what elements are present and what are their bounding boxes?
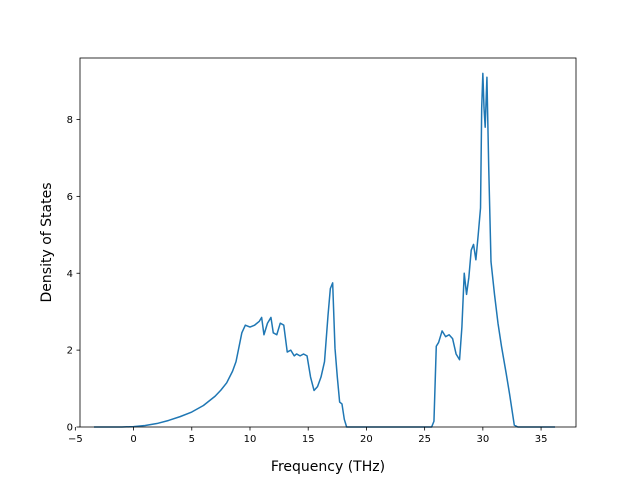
x-tick-label: 5 [189, 434, 195, 445]
y-tick-label: 2 [67, 346, 73, 357]
y-axis-title: Density of States [39, 183, 55, 303]
x-tick-label: 15 [302, 434, 315, 445]
y-tick-label: 4 [67, 269, 73, 280]
x-tick-label: 20 [360, 434, 373, 445]
y-tick-label: 0 [67, 423, 73, 434]
x-tick-label: 25 [418, 434, 431, 445]
x-tick-label: −5 [68, 434, 83, 445]
series-line-0 [93, 72, 556, 428]
y-tick-label: 6 [67, 192, 73, 203]
plot-frame [79, 57, 577, 428]
x-tick-label: 0 [130, 434, 136, 445]
x-tick-label: 30 [476, 434, 489, 445]
x-tick-label: 10 [244, 434, 257, 445]
x-axis-title: Frequency (THz) [271, 459, 385, 475]
y-tick-label: 8 [67, 115, 73, 126]
x-tick-label: 35 [535, 434, 548, 445]
